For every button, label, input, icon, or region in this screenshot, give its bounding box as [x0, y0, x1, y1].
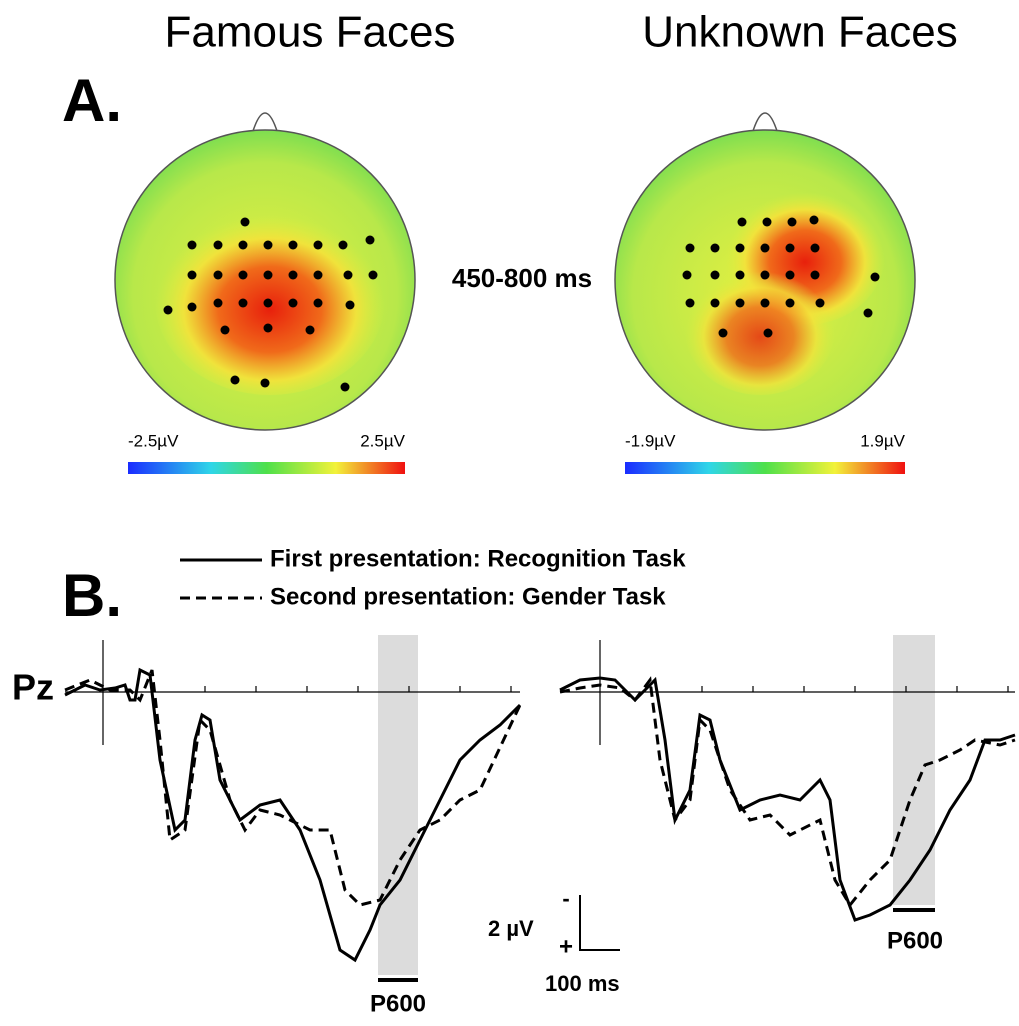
- electrode: [238, 240, 248, 250]
- axes: [65, 640, 1015, 745]
- electrode: [213, 270, 223, 280]
- electrode: [263, 323, 273, 333]
- electrode: [288, 270, 298, 280]
- waveform-solid: [559, 676, 1016, 922]
- electrode: [763, 328, 773, 338]
- electrode: [187, 240, 197, 250]
- electrode: [260, 378, 270, 388]
- legend-label: First presentation: Recognition Task: [270, 545, 686, 572]
- electrode: [340, 382, 350, 392]
- scale-max: 1.9µV: [860, 431, 905, 450]
- electrodes: [163, 215, 880, 392]
- component-label: P600: [370, 990, 426, 1017]
- electrode: [263, 240, 273, 250]
- legend-label: Second presentation: Gender Task: [270, 583, 666, 610]
- component-label: P600: [887, 927, 943, 954]
- waveform-dashed: [559, 676, 1016, 908]
- colorbar: [625, 462, 905, 474]
- waveform-dashed: [64, 669, 522, 907]
- electrode: [760, 270, 770, 280]
- polarity-minus: -: [562, 886, 569, 911]
- p600-window: [378, 635, 418, 975]
- electrode: [785, 298, 795, 308]
- colorbar: [128, 462, 405, 474]
- electrode: [263, 270, 273, 280]
- electrode: [682, 270, 692, 280]
- electrode: [810, 243, 820, 253]
- scale-max: 2.5µV: [360, 431, 405, 450]
- electrode: [735, 243, 745, 253]
- panel-label: B.: [62, 562, 122, 629]
- electrode: [288, 298, 298, 308]
- electrode-label: Pz: [12, 667, 54, 708]
- panel-label: A.: [62, 67, 122, 134]
- time-window: 450-800 ms: [452, 263, 592, 293]
- electrode: [809, 215, 819, 225]
- electrode: [710, 243, 720, 253]
- electrode: [718, 328, 728, 338]
- electrode: [710, 270, 720, 280]
- electrode: [230, 375, 240, 385]
- electrode: [685, 243, 695, 253]
- amplitude-label: 2 µV: [488, 916, 534, 941]
- electrode: [238, 270, 248, 280]
- electrode: [815, 298, 825, 308]
- time-label: 100 ms: [545, 971, 620, 996]
- scale-min: -1.9µV: [625, 431, 676, 450]
- electrode: [368, 270, 378, 280]
- electrode: [305, 325, 315, 335]
- electrode: [213, 240, 223, 250]
- electrode: [737, 217, 747, 227]
- electrode: [760, 243, 770, 253]
- electrode: [313, 240, 323, 250]
- waveform-solid: [64, 667, 522, 963]
- electrode: [810, 270, 820, 280]
- electrode: [288, 240, 298, 250]
- title-unknown: Unknown Faces: [642, 8, 957, 57]
- electrode: [735, 298, 745, 308]
- electrode: [313, 270, 323, 280]
- electrode: [762, 217, 772, 227]
- electrode: [785, 243, 795, 253]
- polarity-plus: +: [559, 933, 573, 960]
- electrode: [213, 298, 223, 308]
- ticks: [153, 686, 1009, 692]
- electrode: [263, 298, 273, 308]
- electrode: [365, 235, 375, 245]
- electrode: [187, 270, 197, 280]
- electrode: [343, 270, 353, 280]
- electrode: [760, 298, 770, 308]
- electrode: [220, 325, 230, 335]
- electrode: [238, 298, 248, 308]
- scale-min: -2.5µV: [128, 431, 179, 450]
- electrode: [863, 308, 873, 318]
- title-famous: Famous Faces: [165, 8, 456, 57]
- electrode: [710, 298, 720, 308]
- electrode: [240, 217, 250, 227]
- electrode: [685, 298, 695, 308]
- electrode: [345, 300, 355, 310]
- electrode: [338, 240, 348, 250]
- electrode: [870, 272, 880, 282]
- p600-window: [893, 635, 935, 905]
- electrode: [735, 270, 745, 280]
- electrode: [187, 302, 197, 312]
- electrode: [787, 217, 797, 227]
- electrode: [785, 270, 795, 280]
- electrode: [313, 298, 323, 308]
- scale-bar: 2 µV - + 100 ms: [488, 886, 620, 996]
- electrode: [163, 305, 173, 315]
